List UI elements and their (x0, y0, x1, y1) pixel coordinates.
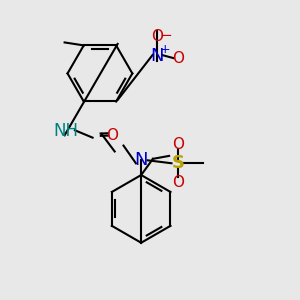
Text: +: + (159, 44, 170, 56)
Text: O: O (152, 29, 164, 44)
Text: N: N (151, 47, 164, 65)
Text: O: O (172, 51, 184, 66)
Text: −: − (159, 28, 172, 43)
Text: NH: NH (54, 122, 79, 140)
Text: O: O (106, 128, 118, 143)
Text: S: S (172, 154, 184, 172)
Text: O: O (172, 136, 184, 152)
Text: N: N (134, 151, 148, 169)
Text: O: O (172, 175, 184, 190)
